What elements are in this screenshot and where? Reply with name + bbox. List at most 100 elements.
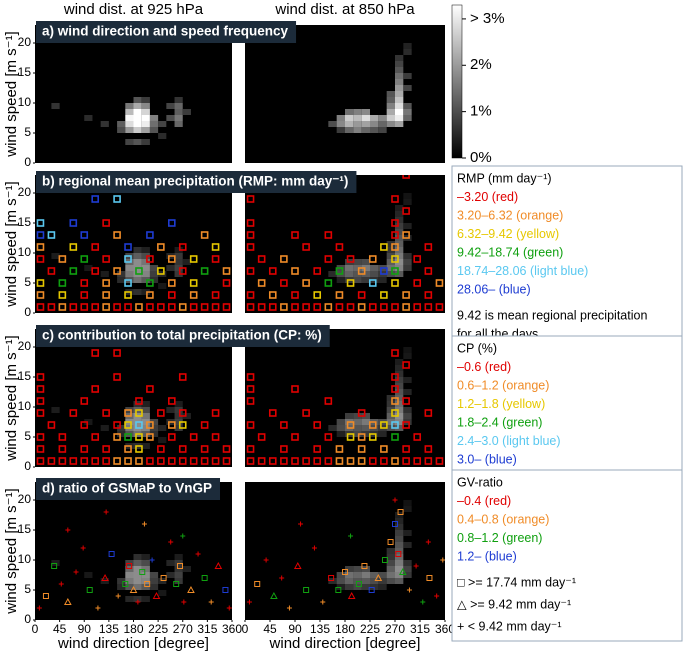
legend-entry: 18.74–28.06 (light blue): [457, 264, 588, 278]
frequency-overlay: [395, 377, 404, 383]
y-tick-label: 0: [24, 305, 31, 319]
class-square: [402, 175, 410, 179]
ratio-plus: [103, 509, 109, 515]
class-square: [402, 231, 410, 239]
frequency-overlay: [395, 524, 404, 530]
panel: [36, 509, 232, 611]
class-square: [380, 303, 388, 311]
frequency-overlay: [395, 560, 404, 566]
plot-background: [245, 482, 445, 620]
frequency-cell: [361, 127, 370, 133]
class-square: [200, 303, 209, 311]
frequency-overlay: [353, 277, 362, 283]
class-square: [102, 291, 110, 299]
frequency-overlay: [370, 271, 379, 277]
frequency-overlay: [386, 407, 395, 413]
class-square: [58, 457, 67, 465]
frequency-cell: [336, 121, 345, 127]
frequency-overlay: [166, 265, 175, 271]
x-tick-label: 225: [360, 622, 380, 636]
class-square: [69, 267, 78, 275]
ratio-plus: [58, 581, 64, 587]
class-square: [246, 385, 255, 393]
frequency-overlay: [403, 566, 412, 572]
ratio-square: [387, 539, 394, 545]
class-square: [200, 231, 209, 239]
frequency-overlay: [353, 431, 362, 437]
panel: [246, 497, 445, 611]
class-square: [280, 279, 288, 287]
class-square: [402, 445, 410, 453]
ratio-plus: [311, 545, 317, 551]
frequency-overlay: [395, 530, 404, 536]
class-square: [246, 373, 255, 381]
ratio-plus: [65, 527, 71, 533]
class-square: [211, 291, 220, 299]
class-square: [36, 279, 45, 287]
frequency-cell: [378, 115, 387, 121]
class-square: [246, 457, 255, 465]
class-square: [58, 303, 67, 311]
class-square: [391, 267, 399, 275]
y-tick-label: 20: [18, 185, 32, 199]
x-axis-label: wind direction [degree]: [57, 635, 209, 652]
legend-entry: 1.8–2.4 (green): [457, 415, 542, 429]
class-square: [246, 267, 255, 275]
frequency-overlay: [378, 431, 387, 437]
ratio-triangle: [398, 567, 407, 575]
x-tick-label: 135: [310, 622, 330, 636]
frequency-overlay: [141, 247, 150, 253]
class-square: [424, 303, 433, 311]
class-square: [302, 457, 310, 465]
class-square: [402, 457, 410, 465]
ratio-plus: [115, 593, 121, 599]
class-square: [157, 267, 165, 275]
ratio-triangle: [101, 573, 109, 581]
frequency-cell: [141, 97, 150, 103]
frequency-overlay: [403, 500, 412, 506]
class-square: [402, 291, 410, 299]
frequency-overlay: [386, 413, 395, 419]
x-tick-label: 45: [53, 622, 67, 636]
class-square: [313, 303, 322, 311]
frequency-overlay: [141, 596, 150, 602]
frequency-overlay: [395, 518, 404, 524]
class-square: [246, 445, 255, 453]
frequency-overlay: [353, 259, 362, 265]
class-square: [291, 291, 299, 299]
frequency-overlay: [403, 253, 412, 259]
class-square: [246, 291, 255, 299]
frequency-cell: [117, 127, 126, 133]
frequency-overlay: [174, 425, 183, 431]
class-square: [69, 243, 78, 251]
frequency-overlay: [51, 253, 60, 259]
class-square: [102, 219, 110, 227]
class-square: [268, 303, 277, 311]
frequency-cell: [403, 115, 412, 121]
frequency-cell: [125, 103, 134, 109]
frequency-overlay: [149, 271, 159, 277]
class-square: [257, 255, 266, 263]
class-square: [36, 457, 45, 465]
class-square: [211, 303, 220, 311]
frequency-cell: [395, 91, 404, 97]
class-square: [424, 267, 433, 275]
frequency-cell: [395, 85, 404, 91]
frequency-overlay: [125, 265, 134, 271]
class-square: [368, 279, 377, 287]
class-square: [424, 243, 433, 251]
class-square: [313, 267, 322, 275]
y-tick-label: 5: [24, 429, 31, 443]
frequency-overlay: [141, 419, 150, 425]
frequency-overlay: [403, 377, 412, 383]
frequency-overlay: [141, 572, 150, 578]
frequency-overlay: [345, 271, 354, 277]
class-square: [178, 445, 187, 453]
class-square: [36, 291, 45, 299]
frequency-overlay: [141, 554, 150, 560]
class-square: [168, 421, 176, 429]
class-square: [178, 457, 187, 465]
frequency-cell: [378, 127, 387, 133]
frequency-cell: [395, 115, 404, 121]
legend-entry: 0.8–1.2 (green): [457, 531, 542, 545]
